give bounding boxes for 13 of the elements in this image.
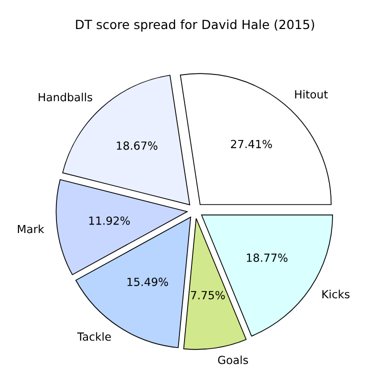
data-label: 18.67% — [116, 141, 158, 150]
data-label: 15.49% — [128, 278, 168, 286]
data-label: 7.75% — [191, 290, 225, 300]
slice-label: Mark — [18, 224, 44, 234]
data-label: 11.92% — [89, 216, 130, 225]
slice-label: Goals — [218, 356, 248, 364]
slice-label: Handballs — [38, 92, 92, 102]
chart-title: DT score spread for David Hale (2015) — [76, 20, 314, 32]
data-label: 18.77% — [246, 254, 288, 262]
slice-label: Hitout — [295, 90, 328, 99]
slice-label: Kicks — [322, 290, 350, 298]
data-label: 27.41% — [230, 140, 272, 148]
slice-label: Tackle — [77, 332, 111, 341]
